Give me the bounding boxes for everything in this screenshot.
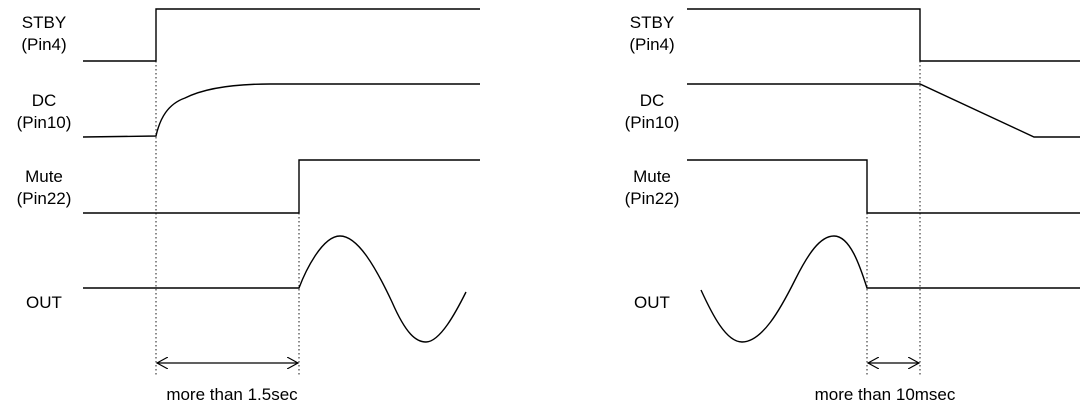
stby-name-label: STBY bbox=[22, 13, 66, 32]
stby-name-label: STBY bbox=[630, 13, 674, 32]
dc-waveform bbox=[82, 83, 480, 138]
stby-pin-label: (Pin4) bbox=[629, 35, 674, 54]
interval-label: more than 1.5sec bbox=[166, 385, 298, 404]
interval-label: more than 10msec bbox=[815, 385, 956, 404]
out-waveform bbox=[83, 235, 467, 343]
mute-name-label: Mute bbox=[633, 167, 671, 186]
stby-pin-label: (Pin4) bbox=[21, 35, 66, 54]
out-name-label: OUT bbox=[26, 293, 62, 312]
power-off-diagram: STBY (Pin4) DC (Pin10) Mute (Pin22) OUT … bbox=[625, 8, 1080, 404]
dc-name-label: DC bbox=[32, 91, 57, 110]
stby-waveform bbox=[83, 8, 480, 62]
power-on-diagram: STBY (Pin4) DC (Pin10) Mute (Pin22) OUT … bbox=[17, 8, 480, 404]
stby-waveform bbox=[687, 8, 1080, 62]
dc-waveform bbox=[687, 83, 1080, 138]
mute-waveform bbox=[687, 159, 1080, 214]
dc-pin-label: (Pin10) bbox=[17, 113, 72, 132]
out-waveform bbox=[700, 235, 1080, 343]
mute-name-label: Mute bbox=[25, 167, 63, 186]
mute-waveform bbox=[83, 159, 480, 214]
dc-name-label: DC bbox=[640, 91, 665, 110]
dc-pin-label: (Pin10) bbox=[625, 113, 680, 132]
mute-pin-label: (Pin22) bbox=[625, 189, 680, 208]
out-name-label: OUT bbox=[634, 293, 670, 312]
mute-pin-label: (Pin22) bbox=[17, 189, 72, 208]
